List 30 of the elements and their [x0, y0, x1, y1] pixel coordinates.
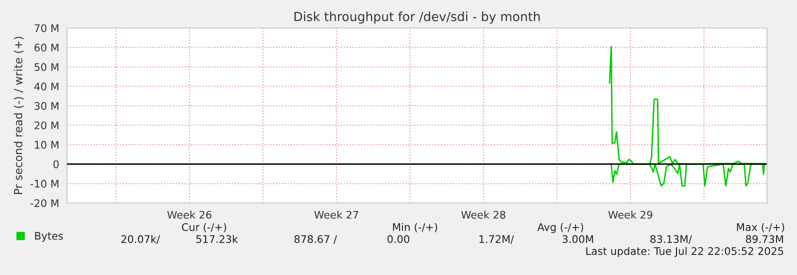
text: 89.73M — [746, 235, 783, 244]
y-tick-label: 20 M — [34, 121, 58, 130]
x-tick-label: Week 27 — [314, 210, 358, 219]
y-tick-label: 10 M — [34, 140, 58, 149]
text: 0.00 — [387, 235, 410, 244]
text: Avg (-/+) — [537, 222, 584, 234]
y-tick-label: 40 M — [34, 82, 58, 90]
text: Last update: Tue Jul 22 22:05:52 2025 — [586, 246, 784, 258]
x-tick-label: Week 26 — [167, 210, 212, 219]
y-axis-title: Pr second read (-) / write (+) — [14, 36, 24, 194]
y-tick-label: 0 — [53, 160, 59, 168]
x-tick-label: Week 28 — [461, 210, 506, 219]
text: 1.72M/ — [479, 235, 514, 244]
x-tick-label: Week 29 — [608, 210, 652, 219]
text: Max (-/+) — [737, 222, 784, 232]
y-tick-label: -10 M — [30, 180, 58, 188]
text: 3.00M — [562, 235, 593, 244]
text: Cur (-/+) — [182, 222, 226, 232]
legend-label: Bytes — [35, 232, 63, 242]
text: 20.07k/ — [121, 234, 160, 244]
y-tick-label: 60 M — [34, 44, 58, 52]
text: 878.67 / — [294, 235, 337, 244]
y-tick-label: 30 M — [34, 102, 58, 110]
text: Min (-/+) — [393, 222, 438, 232]
y-tick-label: 70 M — [34, 24, 58, 32]
text: 517.23k — [196, 234, 238, 244]
y-tick-label: -20 M — [30, 199, 58, 208]
chart-title: Disk throughput for /dev/sdi - by month — [294, 12, 540, 24]
y-tick-label: 50 M — [34, 63, 58, 71]
text: 83.13M/ — [650, 235, 692, 244]
